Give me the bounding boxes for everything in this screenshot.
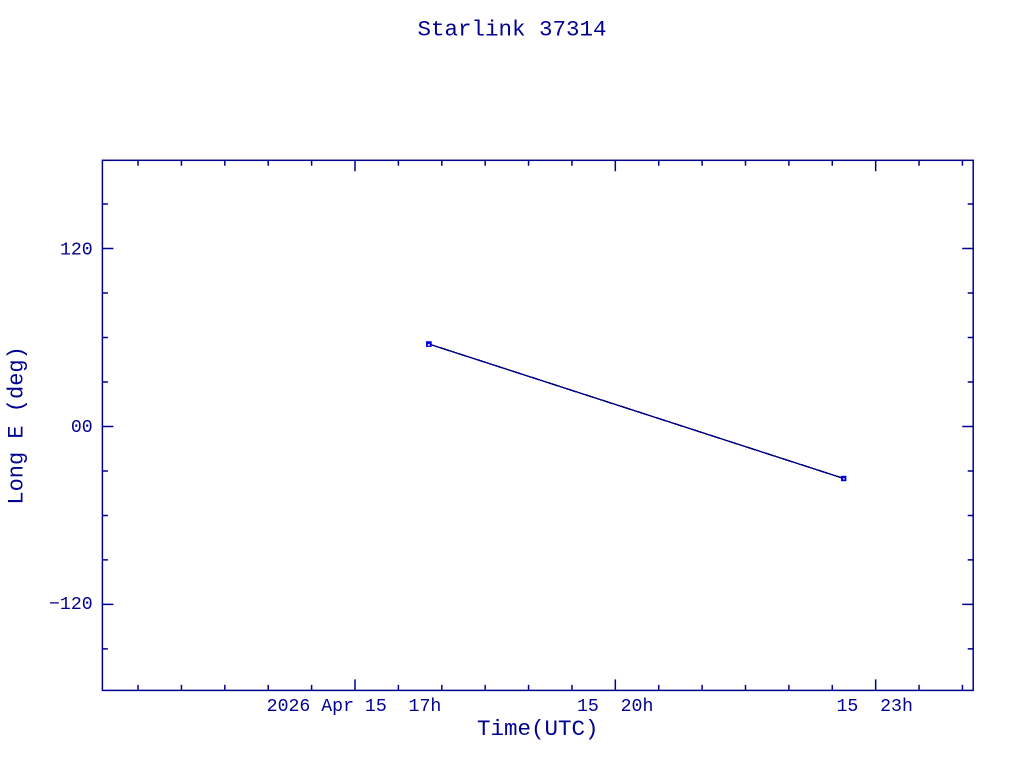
svg-text:Starlink 37314: Starlink 37314 <box>417 17 606 43</box>
svg-text:−120: −120 <box>49 595 93 615</box>
svg-text:15 20h: 15 20h <box>577 697 653 717</box>
svg-text:2026 Apr 15 17h: 2026 Apr 15 17h <box>267 697 442 717</box>
svg-text:Long E (deg): Long E (deg) <box>5 346 30 504</box>
svg-text:00: 00 <box>71 418 93 438</box>
svg-text:Time(UTC): Time(UTC) <box>477 716 599 742</box>
svg-text:15 23h: 15 23h <box>836 697 912 717</box>
svg-text:120: 120 <box>60 241 93 261</box>
